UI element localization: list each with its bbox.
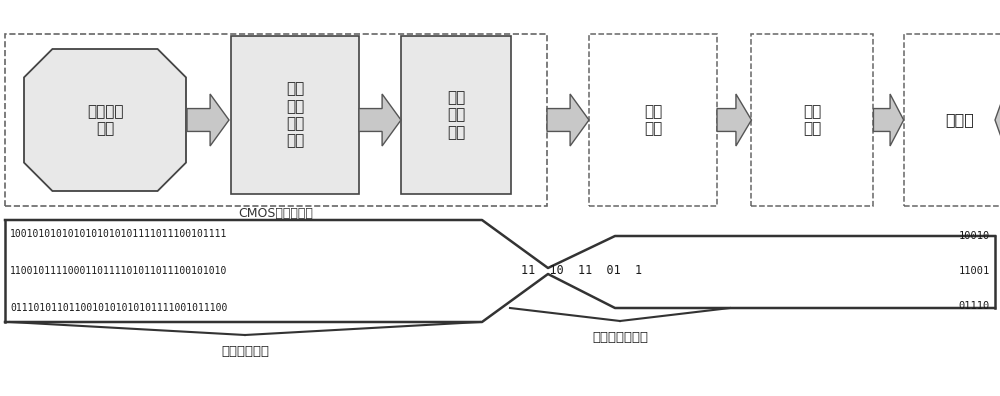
- Bar: [5, 34, 547, 206]
- Polygon shape: [547, 94, 589, 146]
- Text: 压缩后的数据流: 压缩后的数据流: [592, 331, 648, 344]
- Polygon shape: [717, 94, 751, 146]
- Text: 11001: 11001: [959, 266, 990, 276]
- Text: 数据
压缩: 数据 压缩: [644, 104, 662, 136]
- Polygon shape: [359, 94, 401, 146]
- Text: CMOS图像传感器: CMOS图像传感器: [239, 207, 313, 220]
- Text: 数据
传输: 数据 传输: [803, 104, 822, 136]
- Text: 1100101111000110111101011011100101010: 1100101111000110111101011011100101010: [10, 266, 227, 276]
- Text: 0111010110110010101010101111001011100: 0111010110110010101010101111001011100: [10, 303, 227, 313]
- Bar: [589, 34, 717, 206]
- Text: 模拟
信号
读出
电路: 模拟 信号 读出 电路: [286, 82, 304, 148]
- Text: 解压缩: 解压缩: [945, 112, 974, 128]
- Text: 11  10  11  01  1: 11 10 11 01 1: [521, 265, 643, 278]
- Text: 01110: 01110: [959, 301, 990, 311]
- Text: 10010: 10010: [959, 231, 990, 241]
- Bar: [904, 34, 1000, 206]
- Text: 原始图像数据: 原始图像数据: [221, 345, 269, 358]
- Text: 有源像素
阵列: 有源像素 阵列: [87, 104, 123, 136]
- Polygon shape: [995, 94, 1000, 146]
- Text: 1001010101010101010101111011100101111: 1001010101010101010101111011100101111: [10, 229, 227, 239]
- Text: 模数
转换
电路: 模数 转换 电路: [447, 90, 465, 140]
- Bar: [751, 34, 873, 206]
- Bar: [231, 36, 359, 194]
- Polygon shape: [187, 94, 229, 146]
- Bar: [401, 36, 511, 194]
- Polygon shape: [873, 94, 904, 146]
- Polygon shape: [24, 49, 186, 191]
